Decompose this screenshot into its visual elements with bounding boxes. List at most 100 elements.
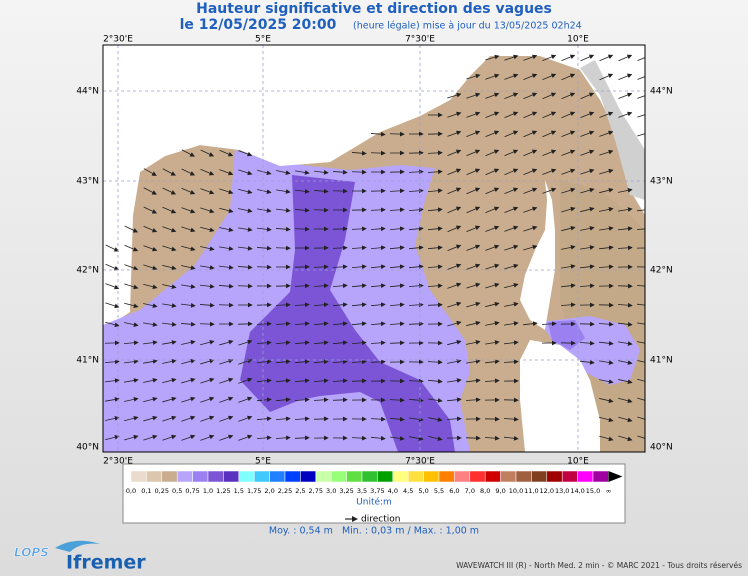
update: (heure légale) mise à jour du 13/05/2025… (353, 21, 582, 32)
lon-label: 2°30'E (103, 35, 133, 45)
legend-swatch (285, 471, 300, 482)
logo-ifremer: Ifremer (66, 552, 146, 574)
wave-arrow (257, 267, 271, 268)
legend-swatch (454, 471, 469, 482)
direction-label: direction (361, 515, 400, 525)
legend-swatch (362, 471, 377, 482)
legend-swatch (547, 471, 562, 482)
legend-label: 0,0 (126, 487, 136, 495)
legend-swatch (162, 471, 177, 482)
legend-swatch (516, 471, 531, 482)
legend-swatch (254, 471, 269, 482)
legend-label: 0,1 (141, 487, 151, 495)
lon-label: 7°30'E (405, 35, 435, 45)
stats: Moy. : 0,54 m Min. : 0,03 m / Max. : 1,0… (269, 526, 479, 537)
legend-label: ∞ (606, 487, 611, 495)
legend-label: 3,25 (339, 487, 353, 495)
lat-label: 41°N (650, 356, 673, 366)
legend-swatch (223, 471, 238, 482)
legend-label: 13,0 (555, 487, 569, 495)
legend-swatch (377, 471, 392, 482)
title: Hauteur significative et direction des v… (196, 1, 552, 17)
legend-label: 14,0 (570, 487, 584, 495)
legend-label: 10,0 (509, 487, 523, 495)
legend-swatch (300, 471, 315, 482)
legend-label: 0,75 (185, 487, 199, 495)
legend-swatch (208, 471, 223, 482)
lat-label: 40°N (650, 443, 673, 453)
legend-swatch (146, 471, 161, 482)
legend-label: 15,0 (586, 487, 600, 495)
legend-swatch (393, 471, 408, 482)
legend-label: 2,5 (295, 487, 305, 495)
legend-swatch (470, 471, 485, 482)
lat-label: 43°N (650, 177, 673, 187)
lat-label: 41°N (76, 356, 99, 366)
legend-label: 0,25 (155, 487, 169, 495)
legend-label: 5,0 (418, 487, 428, 495)
legend-label: 4,0 (388, 487, 398, 495)
lon-label: 5°E (255, 35, 271, 45)
legend-swatch (501, 471, 516, 482)
map (103, 45, 651, 452)
legend-swatch (316, 471, 331, 482)
lon-label: 10°E (567, 35, 589, 45)
legend-label: 2,25 (278, 487, 292, 495)
legend-swatch (408, 471, 423, 482)
legend-swatch (531, 471, 546, 482)
legend-label: 2,0 (264, 487, 274, 495)
wave-arrow (219, 305, 233, 306)
lat-label: 44°N (76, 87, 99, 97)
legend-swatch (578, 471, 593, 482)
legend-swatch (439, 471, 454, 482)
wave-arrow (371, 153, 385, 154)
lat-label: 44°N (650, 87, 673, 97)
wave-arrow (105, 343, 119, 344)
legend-label: 11,0 (524, 487, 538, 495)
wave-arrow (390, 134, 404, 135)
legend-swatch (193, 471, 208, 482)
wave-arrow (200, 324, 214, 325)
wave-arrow (352, 172, 366, 173)
legend-label: 1,0 (203, 487, 213, 495)
legend-swatch (331, 471, 346, 482)
legend-label: 4,5 (403, 487, 413, 495)
legend-label: 1,75 (247, 487, 261, 495)
legend-label: 1,5 (234, 487, 244, 495)
wave-arrow (333, 191, 347, 192)
unit: Unité:m (356, 497, 392, 508)
legend-swatch (131, 471, 146, 482)
lat-label: 43°N (76, 177, 99, 187)
wave-arrow (238, 286, 252, 287)
legend-swatch (424, 471, 439, 482)
legend-swatch (485, 471, 500, 482)
legend-label: 6,0 (449, 487, 459, 495)
legend-label: 9,0 (495, 487, 505, 495)
wave-arrow (295, 229, 309, 230)
legend-swatch (177, 471, 192, 482)
legend-label: 3,75 (370, 487, 384, 495)
legend-swatch (239, 471, 254, 482)
date: le 12/05/2025 20:00 (180, 17, 337, 33)
legend-label: 3,5 (357, 487, 367, 495)
legend-swatch (270, 471, 285, 482)
legend-label: 2,75 (309, 487, 323, 495)
legend-swatch (562, 471, 577, 482)
legend-label: 3,0 (326, 487, 336, 495)
legend-label: 12,0 (540, 487, 554, 495)
legend-swatch (593, 471, 608, 482)
lat-label: 42°N (650, 266, 673, 276)
legend-label: 0,5 (172, 487, 182, 495)
lat-label: 42°N (76, 266, 99, 276)
wave-arrow (314, 210, 328, 211)
legend-label: 1,25 (216, 487, 230, 495)
legend-swatch (347, 471, 362, 482)
legend-label: 8,0 (480, 487, 490, 495)
legend-label: 5,5 (434, 487, 444, 495)
credit: WAVEWATCH III (R) - North Med. 2 min - ©… (456, 561, 742, 570)
wave-arrow (276, 248, 290, 249)
lat-label: 40°N (76, 443, 99, 453)
logo-lops: LOPS (14, 546, 49, 560)
legend-label: 7,0 (465, 487, 475, 495)
